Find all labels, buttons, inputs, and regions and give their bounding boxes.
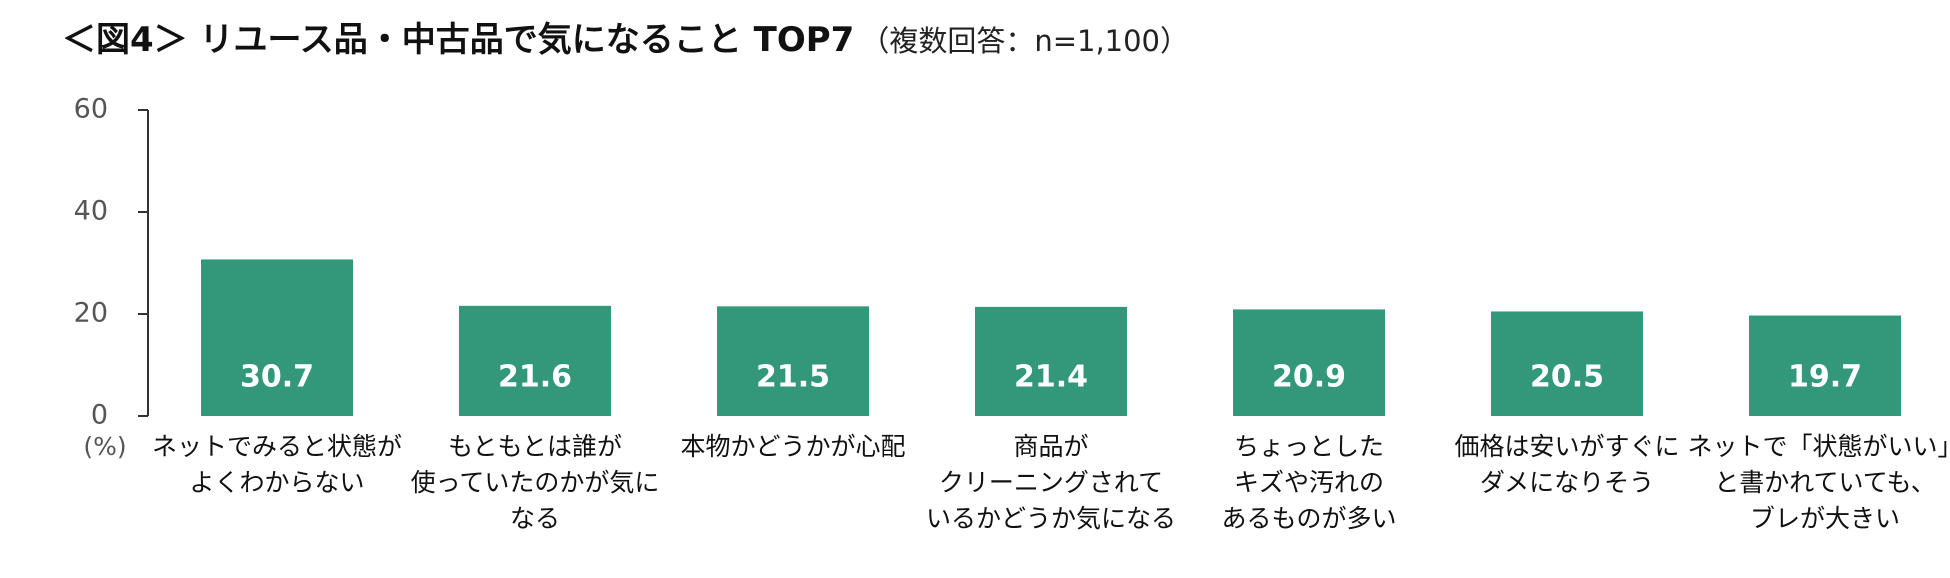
category-label: もともとは誰が使っていたのかが気になる (411, 432, 660, 533)
category-label-line: ネットでみると状態が (152, 432, 402, 461)
category-label-line: もともとは誰が (448, 432, 622, 461)
category-label-line: 商品が (1013, 432, 1088, 461)
data-label: 20.5 (1530, 360, 1604, 395)
y-tick-label: 40 (74, 196, 108, 227)
bar (717, 306, 869, 416)
data-label: 20.9 (1272, 360, 1346, 395)
y-tick-label: 60 (74, 94, 108, 125)
category-label: ネットで「状態がいい」と書かれていても、ブレが大きい (1687, 432, 1950, 533)
bar (1749, 315, 1901, 416)
y-tick-label: 0 (91, 400, 108, 431)
category-label: ネットでみると状態がよくわからない (152, 432, 402, 497)
y-axis-unit-label: (%) (83, 432, 126, 461)
data-label: 19.7 (1788, 360, 1862, 395)
category-label-line: ブレが大きい (1750, 504, 1900, 533)
data-label: 30.7 (240, 360, 314, 395)
category-label-line: ちょっとした (1234, 432, 1384, 461)
category-label-line: よくわからない (189, 468, 364, 497)
category-label-line: 本物かどうかが心配 (680, 432, 905, 461)
category-label-line: ネットで「状態がいい」 (1687, 432, 1950, 461)
data-label: 21.6 (498, 360, 572, 395)
bar (201, 259, 353, 416)
data-label: 21.5 (756, 360, 830, 395)
category-label-line: あるものが多い (1221, 504, 1396, 533)
category-label-line: と書かれていても、 (1714, 468, 1936, 497)
category-label: 商品がクリーニングされているかどうか気になる (926, 432, 1176, 533)
bar (1233, 309, 1385, 416)
bar (1491, 311, 1643, 416)
chart-title-row: ＜図4＞ リユース品・中古品で気になること TOP7 （複数回答：n=1,100） (62, 14, 1189, 72)
category-label-line: ダメになりそう (1480, 468, 1654, 497)
category-label-line: 使っていたのかが気に (411, 468, 660, 497)
y-tick-label: 20 (74, 298, 108, 329)
category-label-line: 価格は安いがすぐに (1454, 432, 1679, 461)
chart-title: ＜図4＞ リユース品・中古品で気になること TOP7 (62, 20, 855, 60)
category-label-line: キズや汚れの (1234, 468, 1384, 497)
category-label: 価格は安いがすぐにダメになりそう (1454, 432, 1679, 497)
category-label: 本物かどうかが心配 (680, 432, 905, 461)
bar (459, 305, 611, 416)
category-label-line: クリーニングされて (939, 468, 1163, 497)
data-label: 21.4 (1014, 360, 1088, 395)
category-label-line: なる (510, 504, 560, 533)
bar (975, 306, 1127, 416)
category-label: ちょっとしたキズや汚れのあるものが多い (1221, 432, 1396, 533)
category-label-line: いるかどうか気になる (926, 504, 1176, 533)
chart-subtitle: （複数回答：n=1,100） (860, 24, 1190, 58)
